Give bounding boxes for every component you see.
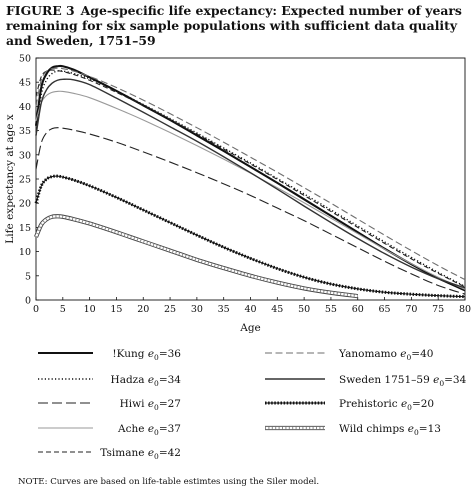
figure-title-text: Age-specific life expectancy: Expected n… (6, 3, 462, 48)
legend-item-tsimane: Tsimane e0=42 (38, 447, 181, 461)
legend-label-wild-chimps: Wild chimps e0=13 (339, 423, 441, 437)
x-tick-label: 10 (84, 304, 96, 315)
y-tick-label: 50 (19, 54, 31, 65)
series-line-ache (35, 90, 466, 290)
legend-label-ache: Ache e0=37 (117, 423, 181, 437)
x-axis-label: Age (239, 322, 261, 334)
series-line-yanomamo (35, 67, 466, 281)
x-tick-label: 45 (271, 304, 283, 315)
legend-series-name: !Kung (112, 348, 147, 360)
legend-series-name: Yanomamo (338, 348, 400, 360)
legend-label-tsimane: Tsimane e0=42 (100, 447, 181, 461)
x-tick-label: 65 (379, 304, 391, 315)
y-tick-label: 45 (19, 78, 31, 89)
series-line-hiwi (35, 127, 466, 295)
x-tick-label: 40 (244, 304, 256, 315)
x-tick-label: 75 (432, 304, 444, 315)
y-tick-label: 10 (19, 247, 31, 258)
chart-axes: 0 5 10 15 20 25 30 35 40 45 50 55 60 65 70 75 80 0 5 10 15 20… (4, 54, 471, 335)
x-tick-label: 20 (137, 304, 149, 315)
legend-series-name: Prehistoric (339, 398, 401, 410)
legend-item-yanomamo: Yanomamo e0=40 (265, 348, 433, 362)
legend-e0-value: =37 (159, 423, 181, 435)
legend-label-hadza: Hadza e0=34 (111, 374, 182, 388)
legend-series-name: Sweden 1751–59 (339, 374, 433, 386)
x-tick-label: 5 (60, 304, 66, 315)
legend-item-wild-chimps: Wild chimps e0=13 (265, 423, 441, 437)
legend-label-prehistoric: Prehistoric e0=20 (339, 398, 434, 412)
legend-series-name: Hiwi (120, 398, 148, 410)
legend-e0-value: =13 (419, 423, 441, 435)
x-tick-label: 25 (164, 304, 176, 315)
series-line-prehistoric (34, 174, 466, 299)
chart-legend: !Kung e0=36 Hadza e0=34 Hiwi e0=27 Ache e0=… (38, 348, 467, 461)
y-tick-label: 0 (25, 296, 31, 307)
y-tick-label: 5 (25, 271, 31, 282)
series-line-wild-chimps (34, 214, 359, 299)
y-tick-label: 30 (19, 150, 31, 161)
legend-series-name: Ache (117, 423, 148, 435)
x-tick-label: 55 (325, 304, 337, 315)
legend-e0-value: =20 (412, 398, 434, 410)
chart-series-layer (34, 64, 466, 299)
y-tick-label: 20 (19, 199, 31, 210)
series-line-tsimane (35, 69, 466, 288)
x-tick-label: 35 (218, 304, 230, 315)
x-tick-label: 15 (110, 304, 122, 315)
legend-item-kung: !Kung e0=36 (38, 348, 181, 362)
legend-e0-value: =34 (444, 374, 466, 386)
legend-series-name: Tsimane (100, 447, 148, 459)
legend-label-sweden-1751-59: Sweden 1751–59 e0=34 (339, 374, 467, 388)
y-tick-label: 35 (19, 126, 31, 137)
legend-e0-value: =40 (411, 348, 433, 360)
legend-e0-value: =36 (159, 348, 181, 360)
legend-e0-value: =27 (159, 398, 181, 410)
y-axis-label: Life expectancy at age x (4, 114, 16, 243)
legend-series-name: Hadza (111, 374, 148, 386)
y-tick-label: 25 (19, 175, 31, 186)
x-tick-label: 60 (352, 304, 364, 315)
legend-e0-value: =34 (159, 374, 181, 386)
legend-item-ache: Ache e0=37 (38, 423, 181, 437)
legend-series-name: Wild chimps (339, 423, 408, 435)
legend-item-prehistoric: Prehistoric e0=20 (265, 398, 434, 412)
figure-note: NOTE: Curves are based on life-table est… (18, 477, 320, 487)
legend-label-kung: !Kung e0=36 (112, 348, 181, 362)
legend-item-sweden-1751-59: Sweden 1751–59 e0=34 (265, 374, 467, 388)
figure-title: FIGURE 3 Age-specific life expectancy: Ex… (6, 3, 468, 48)
y-tick-label: 15 (19, 223, 31, 234)
x-tick-label: 0 (33, 304, 39, 315)
x-tick-label: 30 (191, 304, 203, 315)
x-tick-label: 70 (405, 304, 417, 315)
series-line-sweden-1751-59 (35, 78, 466, 289)
series-line-hadza (35, 70, 466, 288)
plot-frame (35, 57, 466, 301)
x-tick-label: 80 (459, 304, 471, 315)
series-line-kung (34, 64, 466, 292)
y-tick-label: 40 (19, 102, 31, 113)
legend-e0-value: =42 (159, 447, 181, 459)
legend-item-hadza: Hadza e0=34 (38, 374, 181, 388)
x-tick-label: 50 (298, 304, 310, 315)
figure-number: FIGURE 3 (6, 3, 75, 18)
legend-label-hiwi: Hiwi e0=27 (120, 398, 181, 412)
legend-label-yanomamo: Yanomamo e0=40 (338, 348, 433, 362)
legend-item-hiwi: Hiwi e0=27 (38, 398, 181, 412)
